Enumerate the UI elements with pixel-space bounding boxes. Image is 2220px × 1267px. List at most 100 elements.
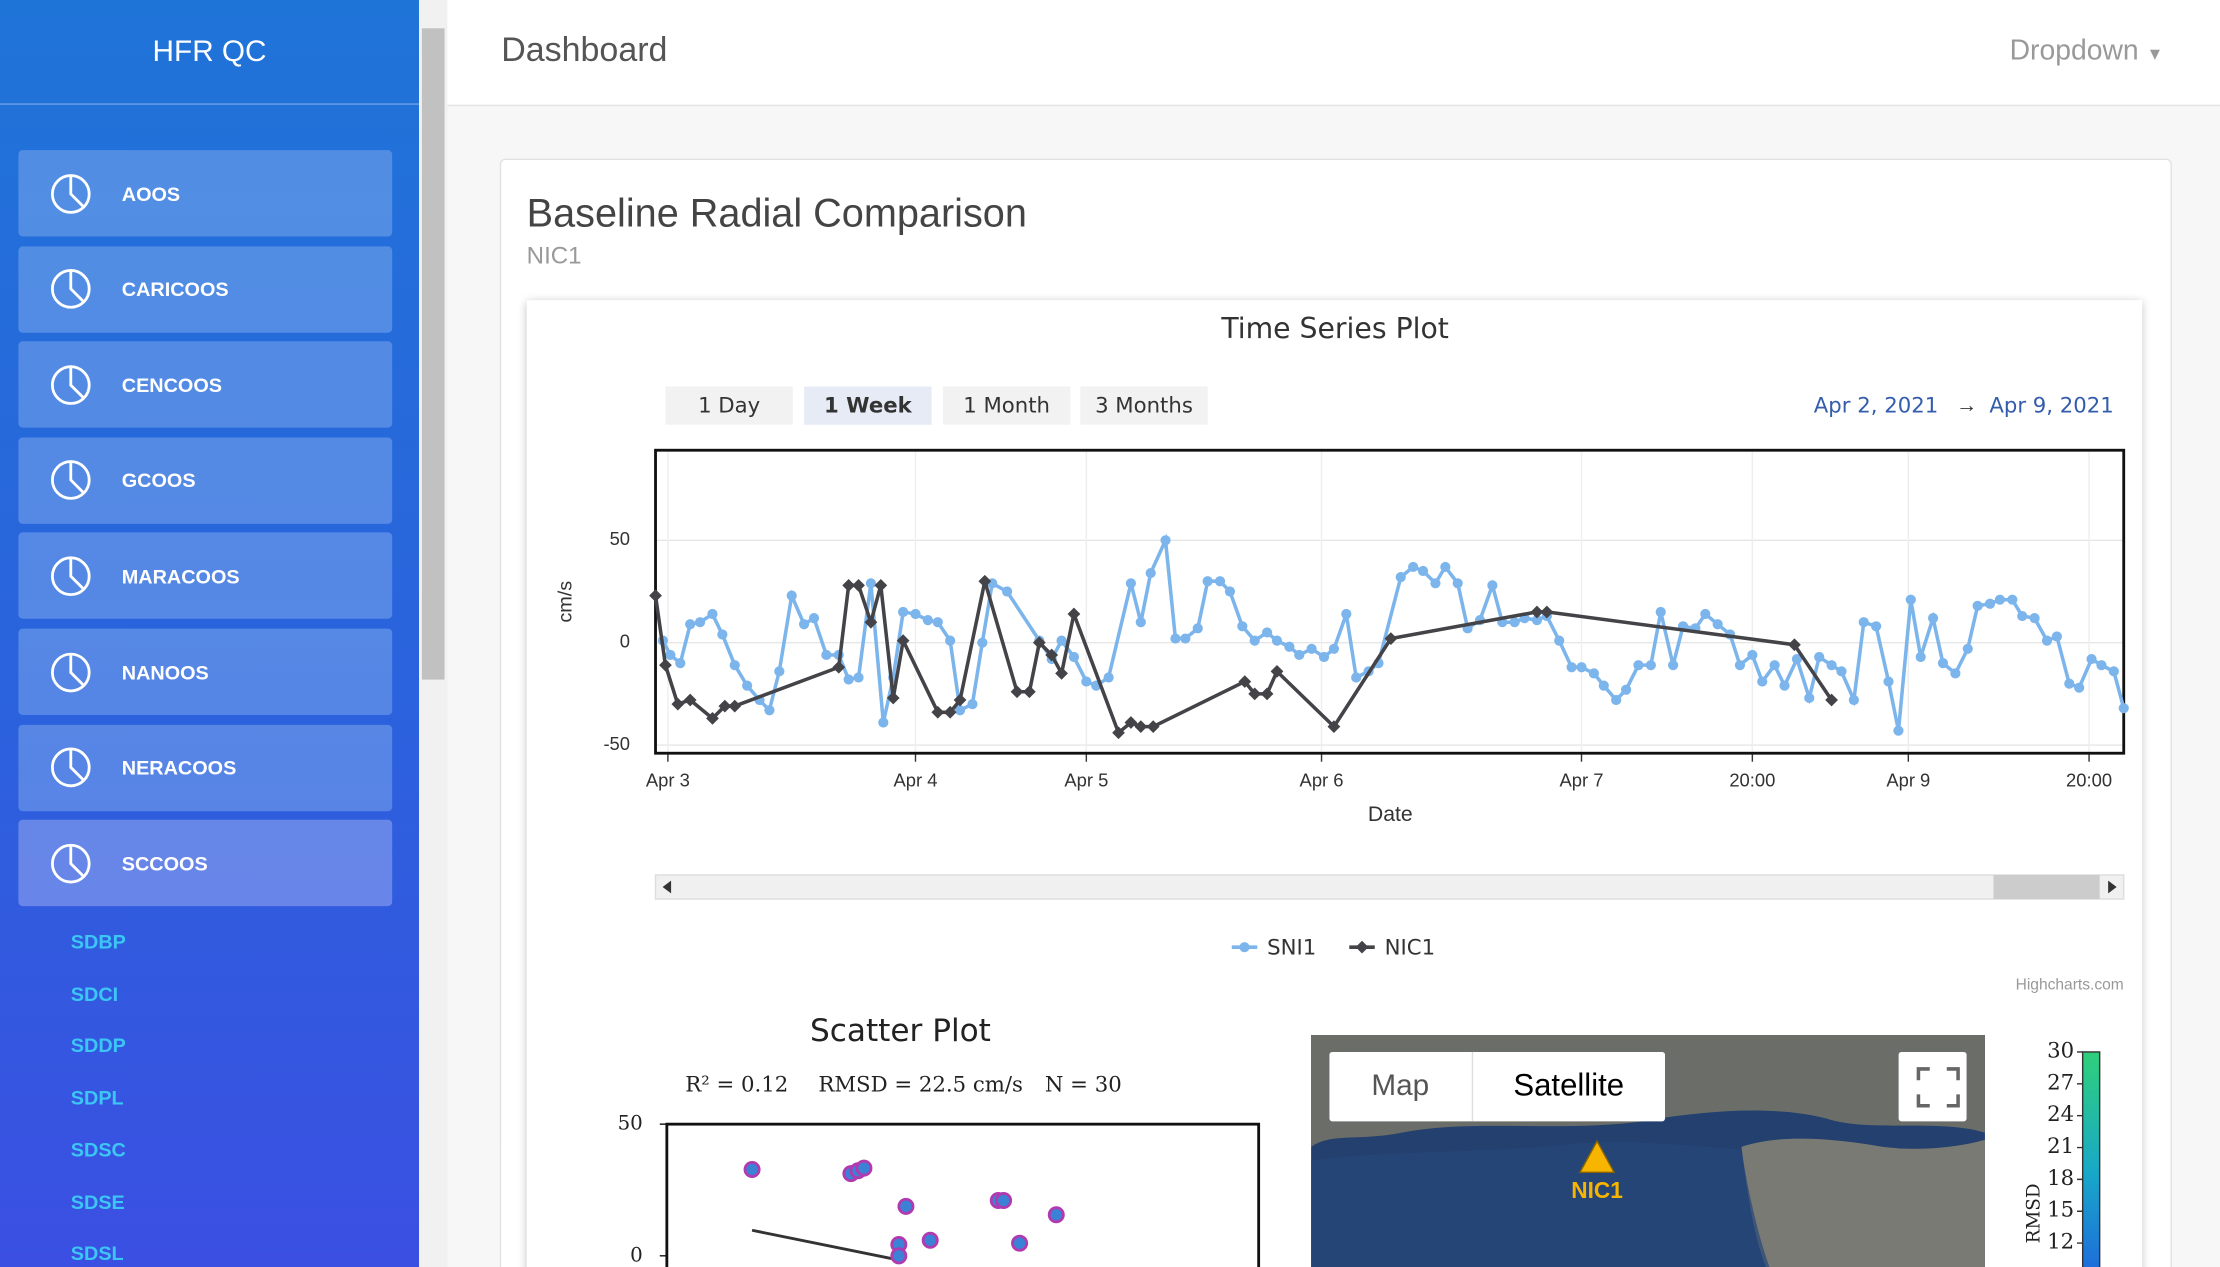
nav-label[interactable]: GCOOS — [121, 469, 196, 492]
data-point — [1915, 651, 1926, 663]
nav-label[interactable]: CARICOOS — [121, 277, 229, 301]
nav-label[interactable]: NERACOOS — [121, 756, 237, 779]
y-tick-label: -50 — [603, 733, 630, 754]
nav-item[interactable]: NERACOOS — [18, 724, 393, 811]
nav-item[interactable]: CARICOOS — [18, 245, 393, 333]
data-point — [2096, 660, 2107, 671]
navigator-handle[interactable] — [1993, 874, 2100, 900]
legend-label[interactable]: NIC1 — [1385, 936, 1435, 961]
navigator-right[interactable] — [2108, 880, 2117, 894]
data-point — [2017, 610, 2028, 622]
range-button-label[interactable]: 1 Day — [698, 393, 760, 418]
data-point — [2108, 666, 2119, 677]
data-point — [1487, 580, 1498, 591]
credits[interactable]: Highcharts.com — [2016, 977, 2124, 994]
y-tick-label: 50 — [618, 1112, 643, 1135]
range-button[interactable] — [665, 386, 793, 425]
data-point — [1081, 676, 1092, 687]
data-point — [2029, 613, 2040, 624]
nav-item[interactable]: CENCOOS — [18, 341, 393, 428]
data-point — [1540, 605, 1554, 619]
data-point — [1417, 565, 1429, 577]
range-button-label[interactable]: 3 Months — [1095, 393, 1193, 418]
data-point — [1620, 684, 1632, 695]
page-title: Dashboard — [501, 31, 668, 70]
data-point — [1452, 578, 1463, 589]
nav-label[interactable]: AOOS — [121, 181, 181, 205]
fullscreen-button[interactable] — [1898, 1051, 1967, 1122]
data-point — [878, 717, 889, 728]
data-point — [1430, 578, 1441, 589]
dropdown-label[interactable]: Dropdown — [2009, 35, 2139, 67]
nav-label[interactable]: SCCOOS — [121, 851, 208, 875]
map-button-label[interactable]: Satellite — [1513, 1068, 1624, 1103]
nav-item[interactable]: SCCOOS — [18, 820, 393, 907]
data-point — [1271, 635, 1283, 646]
data-point — [865, 578, 877, 589]
data-point — [1306, 643, 1317, 654]
nav-label[interactable]: NANOOS — [121, 660, 209, 684]
data-point — [1260, 687, 1274, 701]
data-point — [1712, 619, 1723, 630]
nav-subitem[interactable]: SDDP — [70, 1034, 126, 1057]
range-button[interactable] — [804, 386, 932, 425]
data-point — [1294, 649, 1305, 661]
data-point — [953, 693, 967, 707]
nav-item[interactable]: AOOS — [18, 150, 393, 237]
colorbar-tick-label: 18 — [2047, 1166, 2074, 1191]
range-to[interactable]: Apr 9, 2021 — [1989, 393, 2113, 418]
legend-marker — [1355, 940, 1369, 954]
range-button-label[interactable]: 1 Week — [824, 393, 913, 418]
colorbar-tick-label: 30 — [2047, 1038, 2074, 1063]
nav-item[interactable]: GCOOS — [18, 437, 393, 524]
legend-label[interactable]: SNI1 — [1267, 936, 1316, 961]
data-point — [717, 629, 728, 640]
data-point — [1530, 605, 1544, 619]
range-button[interactable] — [942, 386, 1071, 425]
data-point — [2086, 653, 2097, 665]
range-button[interactable] — [1080, 386, 1208, 425]
data-point — [1700, 608, 1711, 620]
data-point — [1010, 685, 1024, 699]
colorbar-tick-label: 27 — [2047, 1070, 2074, 1095]
nav-subitem[interactable]: SDPL — [70, 1086, 124, 1109]
range-button-label[interactable]: 1 Month — [963, 393, 1050, 418]
data-point — [1757, 676, 1768, 687]
navigator-left[interactable] — [662, 880, 672, 894]
data-point — [1633, 660, 1644, 671]
nav-subitem[interactable]: SDSC — [70, 1138, 126, 1161]
range-from[interactable]: Apr 2, 2021 — [1814, 393, 1938, 418]
data-point — [675, 658, 686, 669]
station-marker[interactable] — [1578, 1139, 1616, 1174]
data-point — [1994, 594, 2006, 605]
card-subtitle: NIC1 — [526, 242, 582, 270]
data-point — [649, 589, 662, 602]
data-point — [1103, 672, 1114, 683]
nav-subitem[interactable]: SDCI — [70, 982, 119, 1005]
data-point — [742, 680, 753, 691]
nav-subitem[interactable]: SDSE — [70, 1189, 125, 1213]
dropdown[interactable]: Dropdown ▼ — [2009, 35, 2164, 67]
data-point — [1056, 635, 1067, 646]
map-button-label[interactable]: Map — [1371, 1069, 1429, 1102]
nav-item[interactable]: MARACOOS — [18, 532, 393, 620]
data-point — [1836, 666, 1847, 677]
brand[interactable]: HFR QC — [0, 0, 420, 105]
data-point — [1972, 600, 1983, 611]
scatter-point — [1047, 1206, 1065, 1224]
data-point — [1214, 576, 1226, 587]
plot-frame — [665, 1122, 1261, 1267]
nav-item[interactable]: NANOOS — [18, 628, 393, 715]
data-point — [1351, 672, 1362, 683]
nav-subitem[interactable]: SDSL — [70, 1241, 124, 1265]
nav-label[interactable]: CENCOOS — [121, 373, 222, 396]
nav-label[interactable]: MARACOOS — [121, 564, 240, 588]
data-point — [1067, 607, 1081, 621]
stat-label: N = 30 — [1045, 1072, 1122, 1097]
scrollbar-thumb[interactable] — [421, 28, 445, 680]
nav-subitem[interactable]: SDBP — [70, 930, 126, 953]
data-point — [798, 619, 810, 630]
data-point — [853, 672, 864, 683]
